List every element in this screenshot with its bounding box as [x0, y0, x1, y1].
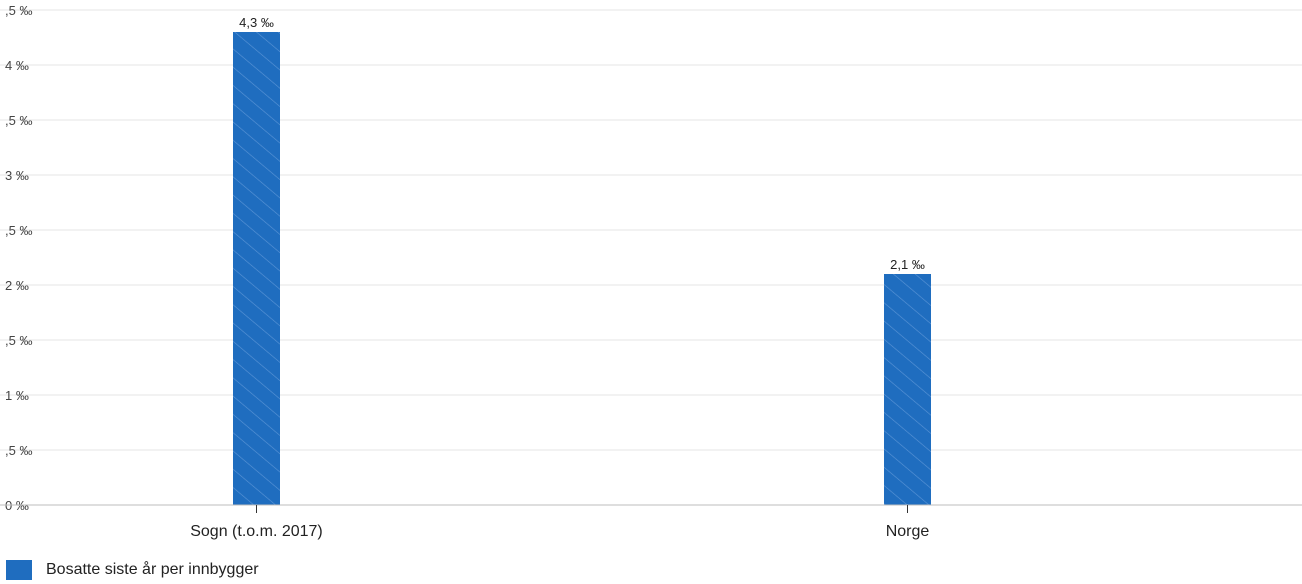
bar-chart: 0 ‰,5 ‰1 ‰,5 ‰2 ‰,5 ‰3 ‰,5 ‰4 ‰,5 ‰ 4,3 …	[0, 3, 1302, 540]
gridlines	[0, 9, 1302, 451]
legend-swatch	[6, 560, 32, 580]
x-tick-label: Sogn (t.o.m. 2017)	[190, 523, 323, 540]
legend[interactable]: Bosatte siste år per innbygger	[6, 560, 259, 580]
bars: 4,3 ‰ 2,1 ‰	[233, 15, 931, 505]
y-tick-label: 4 ‰	[5, 58, 29, 73]
x-axis: Sogn (t.o.m. 2017) Norge	[0, 504, 1302, 540]
y-tick-label: ,5 ‰	[5, 113, 32, 128]
y-tick-label: 3 ‰	[5, 168, 29, 183]
y-tick-label: ,5 ‰	[5, 443, 32, 458]
bar-hatch	[884, 274, 931, 505]
y-tick-label: 2 ‰	[5, 278, 29, 293]
y-tick-label: 1 ‰	[5, 388, 29, 403]
data-label: 4,3 ‰	[239, 15, 274, 30]
y-tick-label: ,5 ‰	[5, 333, 32, 348]
legend-label: Bosatte siste år per innbygger	[46, 561, 259, 578]
y-tick-label: ,5 ‰	[5, 223, 32, 238]
y-axis-ticks: 0 ‰,5 ‰1 ‰,5 ‰2 ‰,5 ‰3 ‰,5 ‰4 ‰,5 ‰	[5, 3, 32, 513]
y-tick-label: ,5 ‰	[5, 3, 32, 18]
x-tick-label: Norge	[886, 523, 930, 540]
data-label: 2,1 ‰	[890, 257, 925, 272]
bar-hatch	[233, 32, 280, 505]
